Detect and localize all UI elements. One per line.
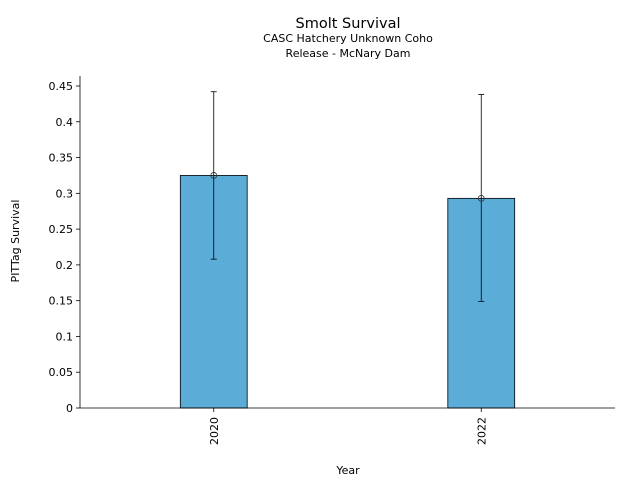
x-tick-label: 2022 bbox=[475, 417, 488, 445]
chart-subtitle-line-2: Release - McNary Dam bbox=[286, 47, 411, 60]
y-tick-label: 0.1 bbox=[56, 330, 74, 343]
plot-area: 2020 2022 0 0.05 0.1 0.15 0.2 0.25 0.3 0.35 0.4 0.4… bbox=[49, 76, 615, 445]
x-tick-label: 2020 bbox=[208, 417, 221, 445]
y-tick-label: 0 bbox=[66, 402, 73, 415]
y-tick-label: 0.15 bbox=[49, 295, 74, 308]
y-tick-label: 0.3 bbox=[56, 187, 74, 200]
x-axis-label: Year bbox=[335, 464, 360, 477]
data-point-marker bbox=[210, 172, 218, 179]
chart-subtitle-line-1: CASC Hatchery Unknown Coho bbox=[263, 32, 433, 45]
y-tick-label: 0.2 bbox=[56, 259, 74, 272]
y-tick-label: 0.05 bbox=[49, 366, 74, 379]
y-tick-label: 0.4 bbox=[56, 116, 74, 129]
data-point-marker bbox=[477, 194, 485, 202]
y-tick-label: 0.45 bbox=[49, 80, 74, 93]
y-tick-label: 0.25 bbox=[49, 223, 74, 236]
chart-title: Smolt Survival bbox=[296, 16, 401, 32]
y-tick-label: 0.35 bbox=[49, 152, 74, 165]
y-axis-label: PITTag Survival bbox=[9, 200, 22, 283]
